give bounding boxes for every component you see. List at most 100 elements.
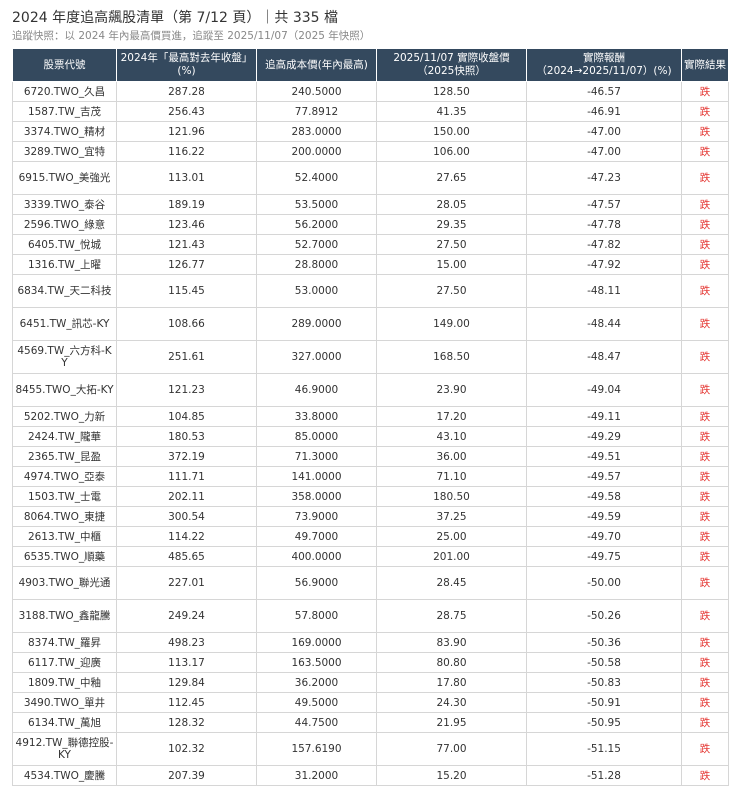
return-cell: -47.57 xyxy=(526,194,682,215)
table-row: 6405.TW_悅城 121.43 52.7000 27.50 -47.82 跌 xyxy=(12,234,729,255)
stock-code-cell: 3339.TWO_泰谷 xyxy=(12,194,117,215)
result-cell: 跌 xyxy=(681,194,729,215)
close-price-cell: 180.50 xyxy=(376,486,527,507)
column-header-return[interactable]: 實際報酬（2024→2025/11/07）(%) xyxy=(526,48,682,82)
cost-price-cell: 53.0000 xyxy=(256,274,377,308)
cost-price-cell: 57.8000 xyxy=(256,599,377,633)
stock-code-cell: 2596.TWO_綠意 xyxy=(12,214,117,235)
close-price-cell: 43.10 xyxy=(376,426,527,447)
close-price-cell: 128.50 xyxy=(376,81,527,102)
column-header-close[interactable]: 2025/11/07 實際收盤價（2025快照） xyxy=(376,48,527,82)
table-row: 8374.TW_羅昇 498.23 169.0000 83.90 -50.36 跌 xyxy=(12,632,729,653)
high-pct-cell: 121.96 xyxy=(116,121,257,142)
return-cell: -46.57 xyxy=(526,81,682,102)
result-cell: 跌 xyxy=(681,274,729,308)
result-cell: 跌 xyxy=(681,234,729,255)
stock-code-cell: 3289.TWO_宜特 xyxy=(12,141,117,162)
return-cell: -50.91 xyxy=(526,692,682,713)
column-header-cost[interactable]: 追高成本價(年內最高) xyxy=(256,48,377,82)
result-cell: 跌 xyxy=(681,254,729,275)
return-cell: -48.47 xyxy=(526,340,682,374)
result-cell: 跌 xyxy=(681,672,729,693)
close-price-cell: 27.50 xyxy=(376,274,527,308)
cost-price-cell: 56.9000 xyxy=(256,566,377,600)
close-price-cell: 83.90 xyxy=(376,632,527,653)
return-cell: -48.11 xyxy=(526,274,682,308)
cost-price-cell: 52.7000 xyxy=(256,234,377,255)
close-price-cell: 28.45 xyxy=(376,566,527,600)
cost-price-cell: 157.6190 xyxy=(256,732,377,766)
stock-code-cell: 1316.TW_上曜 xyxy=(12,254,117,275)
cost-price-cell: 71.3000 xyxy=(256,446,377,467)
result-cell: 跌 xyxy=(681,526,729,547)
stock-code-cell: 6134.TW_萬旭 xyxy=(12,712,117,733)
return-cell: -50.26 xyxy=(526,599,682,633)
result-cell: 跌 xyxy=(681,141,729,162)
column-header-result[interactable]: 實際結果 xyxy=(681,48,729,82)
return-cell: -49.11 xyxy=(526,406,682,427)
return-cell: -49.51 xyxy=(526,446,682,467)
cost-price-cell: 36.2000 xyxy=(256,672,377,693)
high-pct-cell: 249.24 xyxy=(116,599,257,633)
close-price-cell: 149.00 xyxy=(376,307,527,341)
stock-code-cell: 6915.TWO_美強光 xyxy=(12,161,117,195)
high-pct-cell: 123.46 xyxy=(116,214,257,235)
high-pct-cell: 207.39 xyxy=(116,765,257,786)
column-header-high-pct[interactable]: 2024年「最高對去年收盤」(%) xyxy=(116,48,257,82)
close-price-cell: 201.00 xyxy=(376,546,527,567)
high-pct-cell: 256.43 xyxy=(116,101,257,122)
stock-code-cell: 2613.TW_中櫃 xyxy=(12,526,117,547)
high-pct-cell: 300.54 xyxy=(116,506,257,527)
high-pct-cell: 189.19 xyxy=(116,194,257,215)
return-cell: -47.78 xyxy=(526,214,682,235)
stock-code-cell: 6535.TWO_順藥 xyxy=(12,546,117,567)
return-cell: -46.91 xyxy=(526,101,682,122)
cost-price-cell: 73.9000 xyxy=(256,506,377,527)
close-price-cell: 24.30 xyxy=(376,692,527,713)
result-cell: 跌 xyxy=(681,426,729,447)
stock-code-cell: 4569.TW_六方科-KY xyxy=(12,340,117,374)
stock-table: 股票代號 2024年「最高對去年收盤」(%) 追高成本價(年內最高) 2025/… xyxy=(12,48,729,786)
return-cell: -50.58 xyxy=(526,652,682,673)
return-cell: -47.00 xyxy=(526,121,682,142)
return-cell: -49.70 xyxy=(526,526,682,547)
table-row: 1587.TW_吉茂 256.43 77.8912 41.35 -46.91 跌 xyxy=(12,101,729,122)
table-row: 1503.TW_士電 202.11 358.0000 180.50 -49.58 跌 xyxy=(12,486,729,507)
close-price-cell: 15.20 xyxy=(376,765,527,786)
table-row: 6720.TWO_久昌 287.28 240.5000 128.50 -46.57 跌 xyxy=(12,81,729,102)
table-header: 股票代號 2024年「最高對去年收盤」(%) 追高成本價(年內最高) 2025/… xyxy=(12,48,729,82)
table-row: 2424.TW_隴華 180.53 85.0000 43.10 -49.29 跌 xyxy=(12,426,729,447)
result-cell: 跌 xyxy=(681,765,729,786)
high-pct-cell: 498.23 xyxy=(116,632,257,653)
high-pct-cell: 113.17 xyxy=(116,652,257,673)
close-price-cell: 37.25 xyxy=(376,506,527,527)
stock-code-cell: 3374.TWO_精材 xyxy=(12,121,117,142)
high-pct-cell: 121.23 xyxy=(116,373,257,407)
high-pct-cell: 287.28 xyxy=(116,81,257,102)
result-cell: 跌 xyxy=(681,121,729,142)
return-cell: -49.58 xyxy=(526,486,682,507)
cost-price-cell: 28.8000 xyxy=(256,254,377,275)
result-cell: 跌 xyxy=(681,406,729,427)
close-price-cell: 168.50 xyxy=(376,340,527,374)
close-price-cell: 17.80 xyxy=(376,672,527,693)
high-pct-cell: 108.66 xyxy=(116,307,257,341)
high-pct-cell: 129.84 xyxy=(116,672,257,693)
return-cell: -51.15 xyxy=(526,732,682,766)
stock-code-cell: 1503.TW_士電 xyxy=(12,486,117,507)
cost-price-cell: 44.7500 xyxy=(256,712,377,733)
cost-price-cell: 358.0000 xyxy=(256,486,377,507)
result-cell: 跌 xyxy=(681,692,729,713)
stock-code-cell: 1809.TW_中釉 xyxy=(12,672,117,693)
page-subtitle: 追蹤快照：以 2024 年內最高價買進，追蹤至 2025/11/07（2025 … xyxy=(12,30,371,42)
table-row: 6535.TWO_順藥 485.65 400.0000 201.00 -49.75 跌 xyxy=(12,546,729,567)
column-header-code[interactable]: 股票代號 xyxy=(12,48,117,82)
high-pct-cell: 251.61 xyxy=(116,340,257,374)
close-price-cell: 21.95 xyxy=(376,712,527,733)
cost-price-cell: 327.0000 xyxy=(256,340,377,374)
close-price-cell: 106.00 xyxy=(376,141,527,162)
cost-price-cell: 163.5000 xyxy=(256,652,377,673)
return-cell: -51.28 xyxy=(526,765,682,786)
high-pct-cell: 114.22 xyxy=(116,526,257,547)
stock-code-cell: 4534.TWO_慶騰 xyxy=(12,765,117,786)
